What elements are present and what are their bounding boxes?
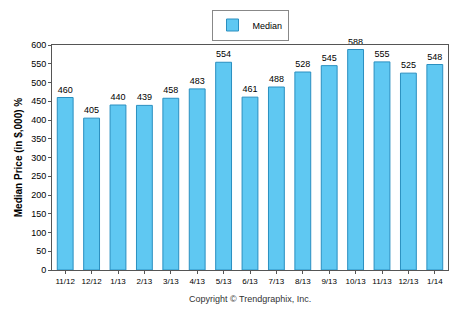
svg-text:0: 0 xyxy=(41,265,46,275)
svg-text:50: 50 xyxy=(36,246,46,256)
svg-text:7/13: 7/13 xyxy=(269,277,285,286)
svg-text:460: 460 xyxy=(58,85,73,95)
svg-text:12/13: 12/13 xyxy=(398,277,419,286)
svg-text:350: 350 xyxy=(31,134,46,144)
svg-text:4/13: 4/13 xyxy=(189,277,205,286)
svg-text:200: 200 xyxy=(31,190,46,200)
svg-text:400: 400 xyxy=(31,115,46,125)
svg-text:554: 554 xyxy=(216,49,231,59)
svg-text:8/13: 8/13 xyxy=(295,277,311,286)
svg-text:450: 450 xyxy=(31,96,46,106)
svg-text:588: 588 xyxy=(348,37,363,47)
svg-text:Median Price (in $,000) %: Median Price (in $,000) % xyxy=(13,98,24,218)
svg-text:440: 440 xyxy=(110,92,125,102)
svg-text:405: 405 xyxy=(84,105,99,115)
svg-text:555: 555 xyxy=(374,49,389,59)
svg-text:Copyright © Trendgraphix, Inc.: Copyright © Trendgraphix, Inc. xyxy=(189,294,311,304)
svg-text:458: 458 xyxy=(163,85,178,95)
svg-text:11/13: 11/13 xyxy=(372,277,392,286)
svg-text:488: 488 xyxy=(269,74,284,84)
svg-text:525: 525 xyxy=(401,60,416,70)
svg-text:528: 528 xyxy=(295,59,310,69)
svg-text:Median: Median xyxy=(253,21,283,31)
svg-text:10/13: 10/13 xyxy=(346,277,367,286)
svg-text:439: 439 xyxy=(137,92,152,102)
svg-text:548: 548 xyxy=(427,52,442,62)
svg-text:2/13: 2/13 xyxy=(137,277,153,286)
svg-text:5/13: 5/13 xyxy=(216,277,232,286)
svg-text:11/12: 11/12 xyxy=(55,277,75,286)
svg-text:12/12: 12/12 xyxy=(82,277,103,286)
svg-text:3/13: 3/13 xyxy=(163,277,179,286)
svg-text:483: 483 xyxy=(190,76,205,86)
svg-text:1/13: 1/13 xyxy=(110,277,126,286)
svg-text:9/13: 9/13 xyxy=(321,277,337,286)
svg-text:461: 461 xyxy=(242,84,257,94)
svg-text:600: 600 xyxy=(31,40,46,50)
svg-text:250: 250 xyxy=(31,171,46,181)
svg-text:6/13: 6/13 xyxy=(242,277,258,286)
svg-text:300: 300 xyxy=(31,153,46,163)
svg-text:150: 150 xyxy=(31,209,46,219)
svg-text:545: 545 xyxy=(322,53,337,63)
svg-text:500: 500 xyxy=(31,78,46,88)
svg-text:550: 550 xyxy=(31,59,46,69)
svg-text:100: 100 xyxy=(31,228,46,238)
svg-text:1/14: 1/14 xyxy=(427,277,443,286)
